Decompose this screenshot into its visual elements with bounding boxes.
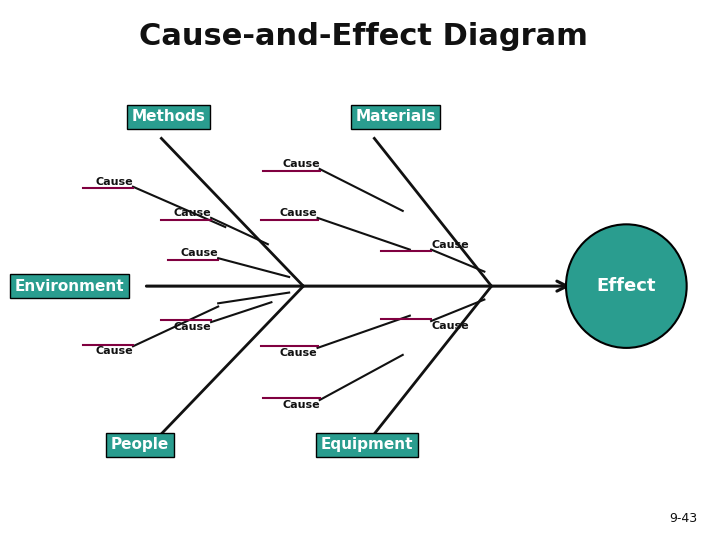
Ellipse shape <box>566 224 687 348</box>
Text: Methods: Methods <box>132 110 205 124</box>
Text: Cause: Cause <box>280 208 318 218</box>
Text: Materials: Materials <box>356 110 436 124</box>
Text: Cause: Cause <box>174 322 211 332</box>
Text: Environment: Environment <box>14 279 124 294</box>
Text: Cause: Cause <box>280 348 318 358</box>
Text: Cause: Cause <box>181 248 218 258</box>
Text: Cause: Cause <box>282 159 320 169</box>
Text: Cause-and-Effect Diagram: Cause-and-Effect Diagram <box>139 22 588 51</box>
Text: People: People <box>111 437 169 452</box>
Text: Cause: Cause <box>174 208 211 218</box>
Text: Cause: Cause <box>431 240 469 249</box>
Text: Cause: Cause <box>431 321 469 331</box>
Text: Cause: Cause <box>95 346 133 356</box>
Text: Cause: Cause <box>95 177 133 187</box>
Text: Cause: Cause <box>282 400 320 410</box>
Text: 9-43: 9-43 <box>669 512 697 525</box>
Text: Equipment: Equipment <box>321 437 413 452</box>
Text: Effect: Effect <box>597 277 656 295</box>
